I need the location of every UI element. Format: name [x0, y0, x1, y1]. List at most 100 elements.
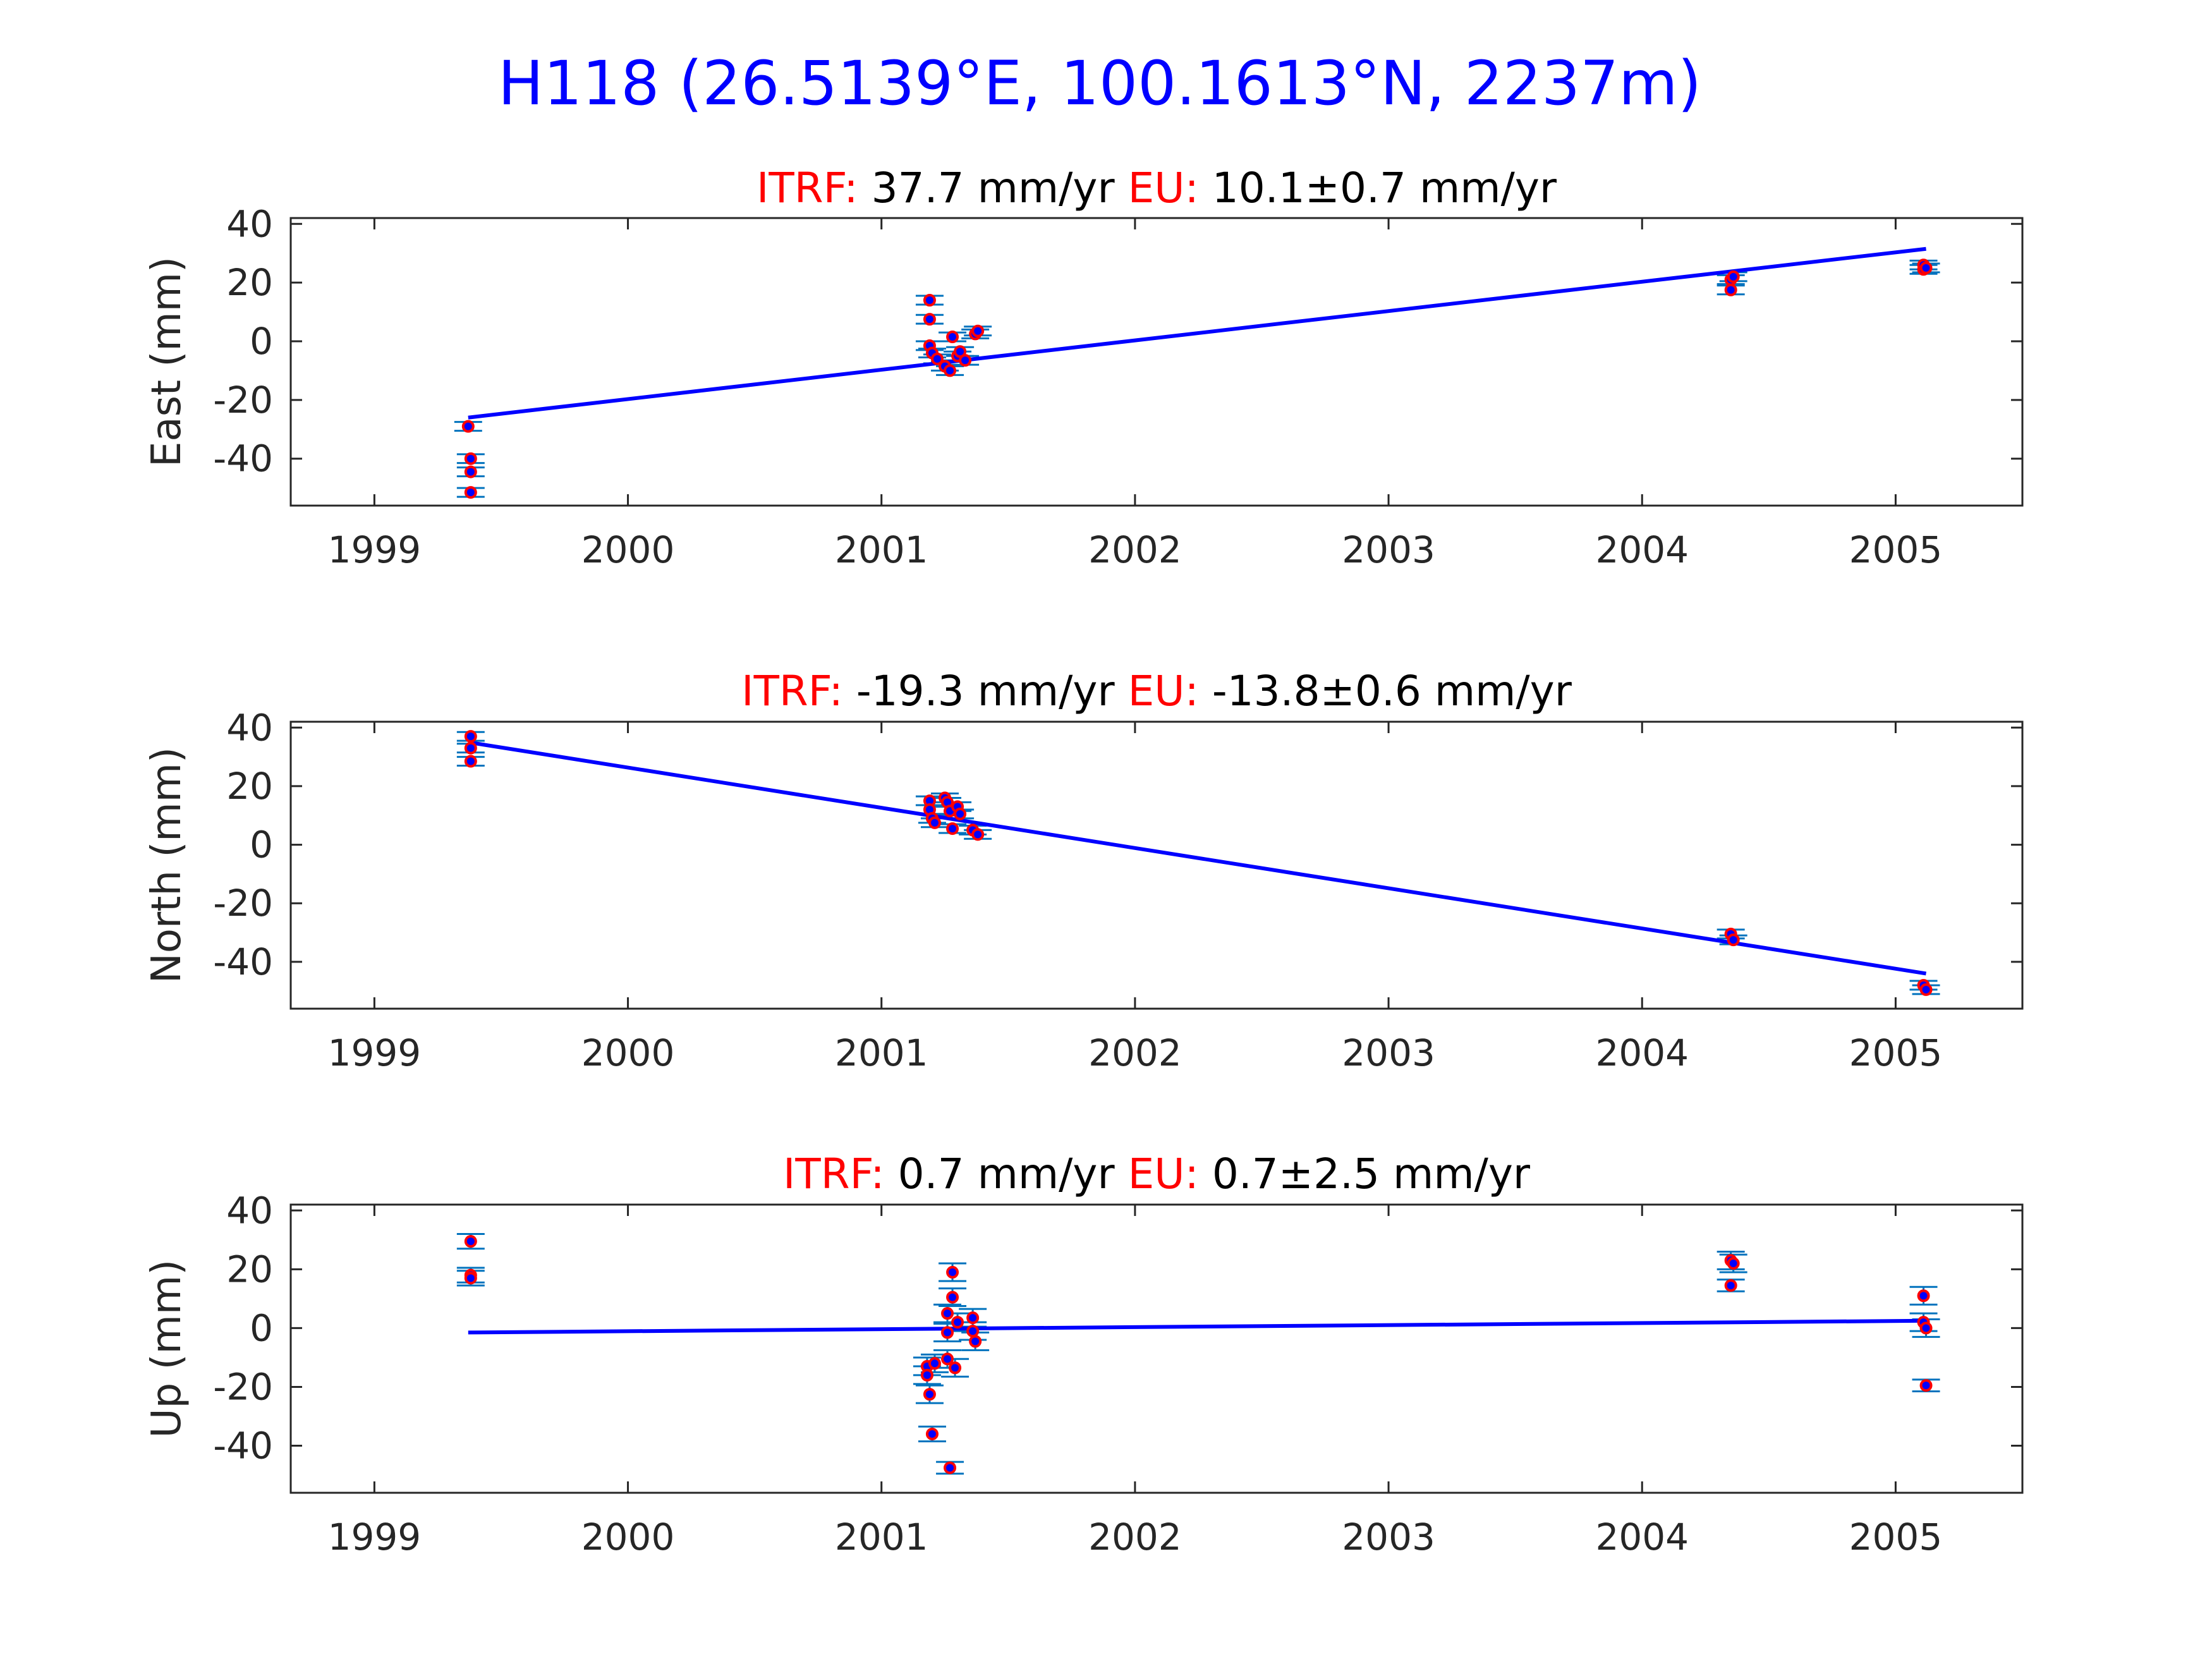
east-ytick-label: -20: [213, 379, 273, 422]
east-axes-box: [289, 217, 2024, 507]
up-eu-value: 0.7±2.5 mm/yr: [1199, 1150, 1531, 1198]
north-itrf-value: -19.3 mm/yr: [843, 667, 1128, 715]
up-data-point: [941, 1352, 954, 1366]
up-xtick-label: 2000: [581, 1516, 675, 1559]
up-ytick-label: -40: [213, 1425, 273, 1468]
north-xtick-label: 2001: [835, 1031, 928, 1074]
up-xtick-label: 2002: [1088, 1516, 1182, 1559]
up-data-point: [464, 1235, 477, 1248]
east-xtick-label: 2003: [1342, 528, 1435, 571]
up-ytick-label: 40: [226, 1189, 273, 1232]
up-data-point: [1919, 1322, 1933, 1335]
north-xtick-label: 2003: [1342, 1031, 1435, 1074]
up-data-point: [966, 1325, 980, 1338]
north-xtick-label: 2004: [1595, 1031, 1689, 1074]
up-data-point: [920, 1368, 933, 1382]
up-itrf-label: ITRF:: [783, 1150, 885, 1198]
east-data-point: [923, 294, 936, 307]
north-data-point: [928, 816, 941, 829]
north-data-point: [954, 807, 967, 820]
east-data-point: [946, 331, 959, 344]
east-eu-label: EU:: [1128, 164, 1199, 212]
north-itrf-label: ITRF:: [741, 667, 843, 715]
north-xtick-label: 2000: [581, 1031, 675, 1074]
up-axes-box: [289, 1203, 2024, 1494]
up-ytick-label: -20: [213, 1365, 273, 1408]
north-data-point: [464, 730, 477, 743]
north-xtick-label: 2005: [1849, 1031, 1943, 1074]
east-data-point: [923, 313, 936, 326]
east-data-point: [959, 354, 972, 367]
east-ytick-label: 20: [226, 261, 273, 304]
up-ylabel: Up (mm): [143, 1260, 190, 1438]
east-ytick-label: 40: [226, 202, 273, 245]
up-panel: ITRF: 0.7 mm/yr EU: 0.7±2.5 mm/yr 1999 200…: [143, 1150, 2024, 1559]
east-xtick-label: 2002: [1088, 528, 1182, 571]
east-data-point: [944, 364, 957, 377]
north-ytick-label: -20: [213, 882, 273, 925]
up-xtick-label: 2001: [835, 1516, 928, 1559]
north-panel: ITRF: -19.3 mm/yr EU: -13.8±0.6 mm/yr 199…: [143, 667, 2024, 1074]
north-subtitle: ITRF: -19.3 mm/yr EU: -13.8±0.6 mm/yr: [741, 667, 1572, 715]
up-data-point: [941, 1326, 954, 1339]
panels-group: ITRF: 37.7 mm/yr EU: 10.1±0.7 mm/yr 1999 2…: [143, 164, 2024, 1559]
up-data-point: [464, 1272, 477, 1285]
up-data-point: [1919, 1379, 1933, 1392]
figure-title: H118 (26.5139°E, 100.1613°N, 2237m): [498, 48, 1701, 119]
east-data-point: [464, 452, 477, 465]
up-data-point: [969, 1335, 982, 1348]
north-eu-value: -13.8±0.6 mm/yr: [1199, 667, 1572, 715]
north-ytick-label: -40: [213, 940, 273, 983]
east-xtick-label: 1999: [328, 528, 422, 571]
east-data-point: [464, 486, 477, 499]
up-data-point: [923, 1388, 936, 1401]
north-ytick-label: 40: [226, 706, 273, 749]
north-xtick-label: 1999: [328, 1031, 422, 1074]
north-data-point: [1919, 983, 1933, 996]
east-data-point: [1919, 261, 1933, 274]
up-eu-label: EU:: [1128, 1150, 1199, 1198]
east-data-point: [464, 465, 477, 478]
north-eu-label: EU:: [1128, 667, 1199, 715]
east-ytick-label: -40: [213, 437, 273, 480]
east-ytick-label: 0: [250, 320, 273, 363]
north-ytick-label: 0: [250, 823, 273, 866]
up-xtick-label: 2003: [1342, 1516, 1435, 1559]
east-data-point: [971, 324, 985, 337]
up-fit-line: [468, 1318, 1926, 1335]
north-data-point: [464, 755, 477, 768]
east-xtick-label: 2001: [835, 528, 928, 571]
east-xtick-label: 2005: [1849, 528, 1943, 571]
up-data-point: [946, 1291, 959, 1304]
north-ylabel: North (mm): [143, 747, 190, 983]
east-itrf-value: 37.7 mm/yr: [858, 164, 1128, 212]
north-xtick-label: 2002: [1088, 1031, 1182, 1074]
east-data-point: [930, 352, 944, 365]
north-data-point: [946, 822, 959, 836]
up-ytick-label: 0: [250, 1306, 273, 1349]
east-data-point: [1727, 270, 1740, 283]
up-data-point: [928, 1357, 941, 1370]
north-data-point: [464, 741, 477, 755]
up-data-point: [925, 1427, 939, 1440]
up-subtitle: ITRF: 0.7 mm/yr EU: 0.7±2.5 mm/yr: [783, 1150, 1531, 1198]
east-data-point: [461, 420, 475, 433]
up-data-point: [944, 1461, 957, 1474]
up-itrf-value: 0.7 mm/yr: [885, 1150, 1128, 1198]
up-data-point: [949, 1361, 962, 1375]
east-ylabel: East (mm): [143, 257, 190, 467]
north-data-point: [1727, 933, 1740, 947]
east-subtitle: ITRF: 37.7 mm/yr EU: 10.1±0.7 mm/yr: [757, 164, 1557, 212]
up-data-point: [1727, 1257, 1740, 1270]
up-data-point: [941, 1307, 954, 1320]
up-data-point: [951, 1316, 964, 1329]
east-xtick-label: 2004: [1595, 528, 1689, 571]
east-eu-value: 10.1±0.7 mm/yr: [1199, 164, 1557, 212]
up-xtick-label: 1999: [328, 1516, 422, 1559]
east-data-point: [1724, 283, 1737, 296]
north-data-point: [971, 828, 985, 841]
north-fit-line: [468, 740, 1927, 976]
north-axes-box: [289, 720, 2024, 1010]
up-data-point: [946, 1266, 959, 1279]
